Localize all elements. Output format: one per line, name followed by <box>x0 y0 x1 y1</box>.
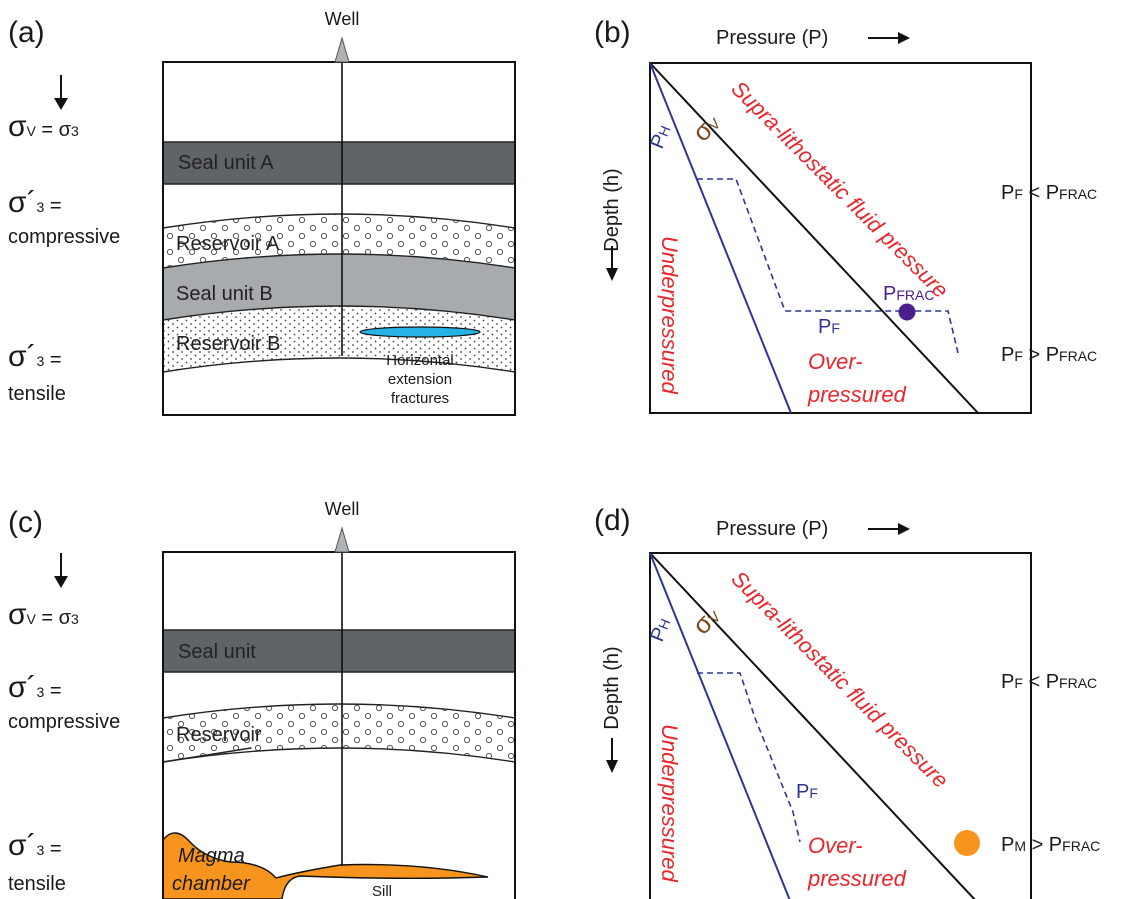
ph-line-d <box>649 552 791 899</box>
depth-axis-label-d: Depth (h) <box>601 646 623 729</box>
fracture-label-2: extension <box>388 371 452 388</box>
sigma-v-label-d: σV <box>686 601 726 641</box>
sigma-v-line-d <box>649 552 976 899</box>
pm-point-d <box>954 830 980 856</box>
plot-frame-b <box>649 62 1032 414</box>
supra-lithostatic-label-d: Supra-lithostatic fluid pressure <box>726 566 953 793</box>
well-label-c: Well <box>325 499 360 519</box>
magma-chamber-label-2: chamber <box>172 873 251 895</box>
right-arrow-icon <box>868 32 910 44</box>
down-arrow-icon <box>54 75 68 110</box>
condition-top-b: PF < PFRAC <box>1001 182 1097 204</box>
seal-unit-a-layer <box>163 142 515 184</box>
tensile-stress-label-c: σ´3 = <box>8 829 62 862</box>
seal-unit-a-label: Seal unit A <box>178 152 274 174</box>
sill-label: Sill <box>372 883 392 899</box>
pressure-axis-label-b: Pressure (P) <box>716 27 828 49</box>
down-arrow-depth-d-icon <box>606 738 618 773</box>
compressive-stress-label: σ´3 = <box>8 186 62 219</box>
well-a <box>334 36 350 356</box>
well-c <box>334 526 350 866</box>
pf-label-d: PF <box>796 781 818 803</box>
cross-section-a <box>163 62 515 415</box>
panel-c-tag: (c) <box>8 506 43 539</box>
underpressured-label-d: Underpressured <box>657 724 682 883</box>
ph-line-b <box>649 62 792 414</box>
panel-c: (c) σV = σ3 σ´3 = compressive σ´3 = tens… <box>8 499 516 899</box>
supra-lithostatic-label-b: Supra-lithostatic fluid pressure <box>726 76 953 303</box>
panel-b-tag: (b) <box>594 16 631 49</box>
fracture-label-1: Horizontal <box>386 352 454 369</box>
tensile-label-c: tensile <box>8 873 66 895</box>
overpressured-label-b-2: pressured <box>807 382 907 407</box>
overpressured-label-d-2: pressured <box>807 866 907 891</box>
condition-bottom-b: PF > PFRAC <box>1001 344 1097 366</box>
panel-d-tag: (d) <box>594 504 631 537</box>
seal-unit-label: Seal unit <box>178 641 256 663</box>
compressive-label-c: compressive <box>8 711 120 733</box>
well-label-a: Well <box>325 9 360 29</box>
compressive-stress-label-c: σ´3 = <box>8 671 62 704</box>
pf-label-b: PF <box>818 316 840 338</box>
sigma-v-label-b: σV <box>686 108 726 148</box>
depth-axis-label-b: Depth (h) <box>601 168 623 251</box>
overpressured-label-d-1: Over- <box>808 833 863 858</box>
pfrac-label-b: PFRAC <box>883 283 934 305</box>
reservoir-b-label: Reservoir B <box>176 333 280 355</box>
reservoir-label: Reservoir <box>176 724 262 746</box>
condition-top-d: PF < PFRAC <box>1001 671 1097 693</box>
cross-section-c <box>163 552 515 899</box>
panel-a-tag: (a) <box>8 16 45 49</box>
plot-frame-d <box>649 552 1032 899</box>
panel-d: (d) Pressure (P) Depth (h) σV PH PF Supr… <box>594 504 1100 899</box>
sigma-v-equation: σV = σ3 <box>8 110 79 143</box>
right-arrow-d-icon <box>868 523 910 535</box>
pf-line-d <box>697 672 801 843</box>
down-arrow-depth-b-icon <box>606 246 618 281</box>
compressive-label: compressive <box>8 226 120 248</box>
panel-a: (a) σV = σ3 σ´3 = compressive σ´3 = tens… <box>8 9 516 416</box>
down-arrow-c-icon <box>54 553 68 588</box>
tensile-label: tensile <box>8 383 66 405</box>
magma-chamber-label-1: Magma <box>178 845 245 867</box>
pressure-axis-label-d: Pressure (P) <box>716 518 828 540</box>
condition-bottom-d: PM > PFRAC <box>1001 834 1100 856</box>
pf-line-b <box>697 178 959 354</box>
tensile-stress-label: σ´3 = <box>8 340 62 373</box>
seal-unit-layer <box>163 630 515 672</box>
sigma-v-equation-c: σV = σ3 <box>8 598 79 631</box>
overpressured-label-b-1: Over- <box>808 349 863 374</box>
sigma-v-line-b <box>649 62 979 414</box>
seal-unit-b-label: Seal unit B <box>176 283 273 305</box>
fracture-label-3: fractures <box>391 390 449 407</box>
fracture-ellipse <box>359 326 481 338</box>
magma-chamber-body <box>163 832 489 899</box>
seal-unit-b-layer <box>163 254 515 320</box>
reservoir-a-label: Reservoir A <box>176 233 280 255</box>
panel-b: (b) Pressure (P) Depth (h) σV PH PF PFRA… <box>594 16 1097 414</box>
pfrac-point-b <box>898 303 916 321</box>
underpressured-label-b: Underpressured <box>657 236 682 395</box>
